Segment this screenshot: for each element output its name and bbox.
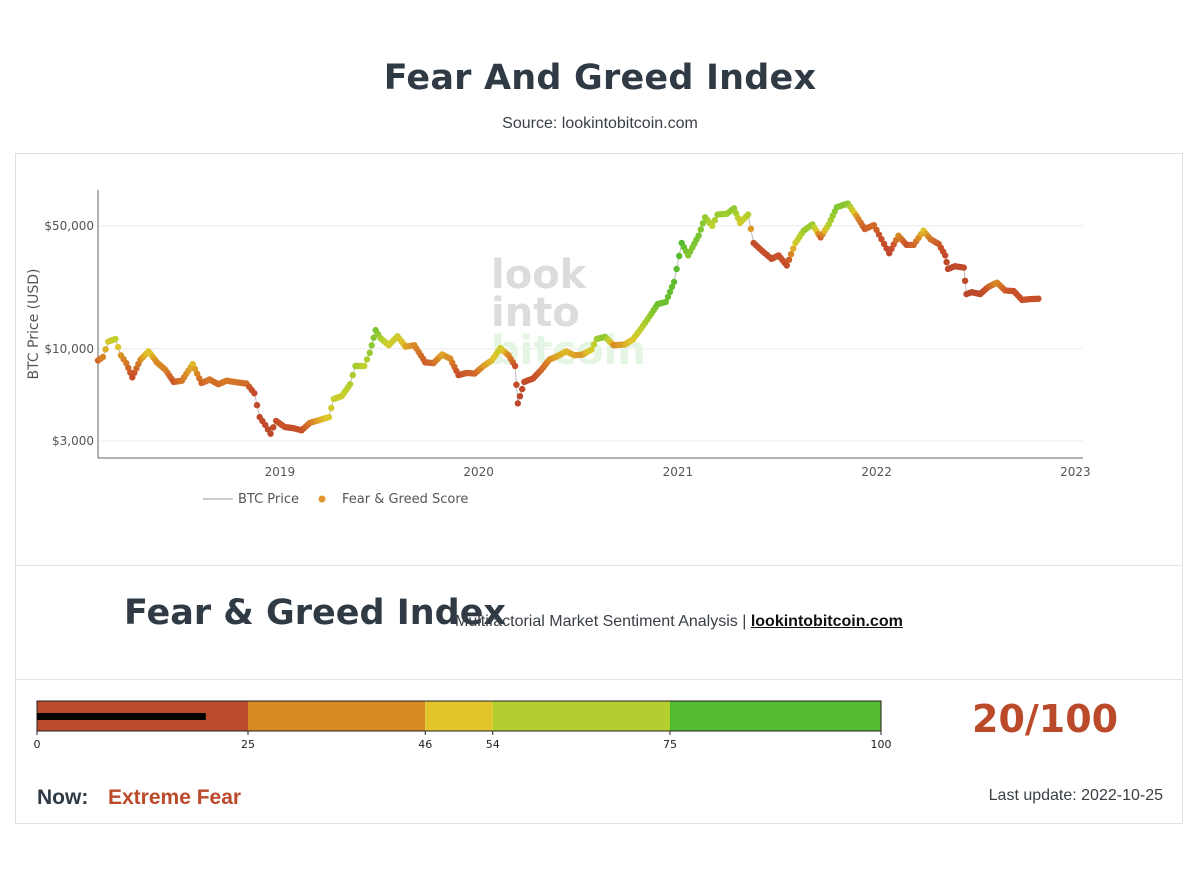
fg-score-marker [961, 277, 969, 284]
fg-score-marker [662, 298, 670, 306]
fg-score-marker [361, 362, 368, 370]
y-tick-label: $10,000 [44, 342, 94, 356]
fg-score-marker [514, 400, 521, 407]
fg-score-marker [511, 362, 519, 370]
fg-score-marker [366, 349, 373, 356]
gauge-tick-label: 46 [418, 738, 432, 751]
gauge-segment [670, 701, 881, 731]
x-tick-label: 2023 [1060, 465, 1091, 479]
fg-panel-title: Fear & Greed Index [124, 593, 507, 633]
fg-score-marker [730, 205, 738, 212]
fg-score-marker [695, 232, 702, 239]
fg-score-marker [368, 342, 375, 349]
gauge-tick-label: 25 [241, 738, 255, 751]
fg-score-marker [873, 226, 880, 234]
page-source: Source: lookintobitcoin.com [502, 115, 698, 132]
source-link[interactable]: lookintobitcoin.com [750, 613, 903, 630]
gauge-tick-label: 54 [486, 738, 500, 751]
divider-heading [15, 679, 1183, 680]
fg-score-marker [744, 211, 752, 218]
fg-score-marker [673, 265, 680, 273]
fg-score-marker [664, 293, 672, 301]
fg-score-marker [666, 288, 674, 296]
last-update: Last update: 2022-10-25 [988, 787, 1163, 804]
content-card [15, 153, 1183, 824]
fg-score-marker [513, 381, 520, 388]
legend-marker-swatch [318, 495, 326, 503]
page-title: Fear And Greed Index [383, 58, 817, 98]
y-tick-label: $50,000 [44, 219, 94, 233]
fg-score-marker [519, 385, 526, 393]
y-axis-label: BTC Price (USD) [26, 268, 42, 379]
fg-score-marker [99, 353, 107, 361]
fg-score-marker [783, 262, 790, 269]
fg-score-marker [732, 209, 740, 217]
watermark-text: into [491, 290, 580, 336]
fg-score-marker [870, 222, 878, 229]
gauge-value-bar [37, 713, 206, 720]
fg-panel-subtitle: Multifactorial Market Sentiment Analysis… [455, 613, 903, 631]
fg-score-marker [878, 236, 885, 243]
fg-score-marker [349, 371, 356, 379]
watermark-text: look [491, 252, 588, 298]
fg-score-marker [787, 251, 795, 258]
fg-score-marker [267, 430, 274, 437]
fg-score-marker [325, 413, 333, 421]
gauge-segment [248, 701, 426, 731]
gauge-segment [492, 701, 670, 731]
fg-score-marker [251, 390, 258, 397]
fg-score-marker [253, 402, 261, 409]
fg-score-marker [328, 404, 335, 412]
fg-score-marker [883, 245, 890, 252]
gauge-segment [425, 701, 493, 731]
fg-score-marker [590, 341, 598, 348]
fg-score-marker [697, 226, 704, 233]
fg-score-marker [112, 335, 119, 343]
divider-chart [15, 565, 1183, 566]
fg-score-marker [270, 424, 277, 431]
score-value: 20/100 [972, 697, 1119, 741]
fg-score-marker [942, 252, 949, 259]
legend-label: BTC Price [238, 492, 299, 507]
fg-score-marker [114, 343, 122, 351]
fg-panel-subtitle-text: Multifactorial Market Sentiment Analysis… [455, 613, 747, 630]
fg-score-marker [670, 278, 678, 286]
fg-score-marker [747, 225, 755, 232]
x-tick-label: 2020 [463, 465, 494, 479]
y-tick-label: $3,000 [52, 434, 94, 448]
fg-score-marker [699, 220, 707, 227]
fg-score-marker [676, 252, 683, 260]
x-tick-label: 2019 [265, 465, 296, 479]
x-tick-label: 2021 [663, 465, 694, 479]
fg-score-marker [960, 264, 967, 271]
fg-score-marker [709, 222, 716, 230]
fg-score-marker [346, 381, 354, 388]
now-value: Extreme Fear [108, 786, 242, 809]
fg-score-marker [588, 346, 595, 353]
legend-label: Fear & Greed Score [342, 492, 468, 507]
fg-score-marker [785, 256, 793, 263]
x-tick-label: 2022 [861, 465, 892, 479]
fg-score-marker [102, 346, 109, 353]
fg-score-marker [668, 283, 676, 291]
fg-score-marker [943, 258, 950, 266]
fear-greed-gauge: 0 25 46 54 75 100 [34, 700, 892, 751]
fg-score-marker [370, 334, 377, 341]
fg-score-marker [1035, 295, 1042, 302]
fg-score-marker [516, 393, 524, 400]
fg-score-marker [363, 356, 371, 363]
fg-score-marker [790, 245, 797, 252]
gauge-tick-label: 0 [34, 738, 41, 751]
now-label: Now: [37, 786, 89, 809]
fg-score-marker [191, 365, 199, 372]
gauge-tick-label: 100 [871, 738, 892, 751]
fg-score-marker [711, 217, 719, 224]
gauge-tick-label: 75 [663, 738, 677, 751]
